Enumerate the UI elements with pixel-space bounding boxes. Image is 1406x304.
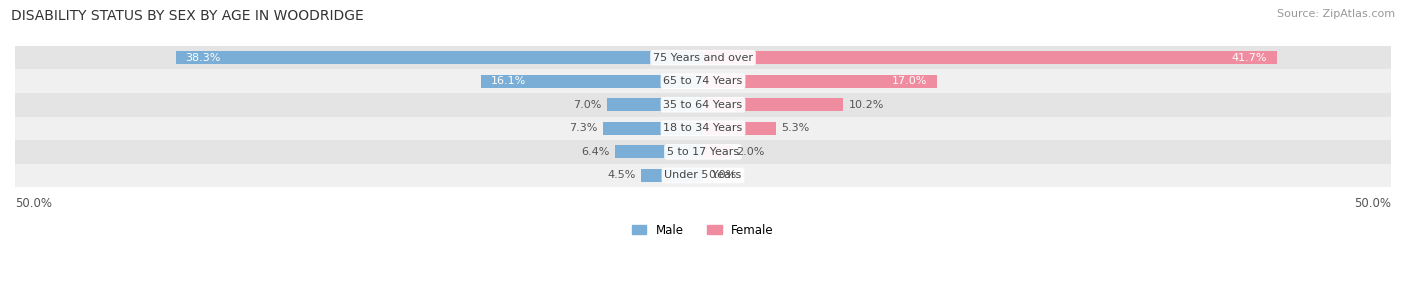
- Text: 75 Years and over: 75 Years and over: [652, 53, 754, 63]
- Bar: [15, 93, 1391, 116]
- Text: 6.4%: 6.4%: [581, 147, 609, 157]
- Bar: [15, 116, 1391, 140]
- Text: 41.7%: 41.7%: [1232, 53, 1267, 63]
- Bar: [15, 69, 1391, 93]
- Bar: [641, 169, 703, 182]
- Text: DISABILITY STATUS BY SEX BY AGE IN WOODRIDGE: DISABILITY STATUS BY SEX BY AGE IN WOODR…: [11, 9, 364, 23]
- Text: 65 to 74 Years: 65 to 74 Years: [664, 76, 742, 86]
- Text: 2.0%: 2.0%: [735, 147, 765, 157]
- Bar: [614, 145, 703, 158]
- Text: 5.3%: 5.3%: [782, 123, 810, 133]
- Text: Source: ZipAtlas.com: Source: ZipAtlas.com: [1277, 9, 1395, 19]
- Bar: [603, 122, 703, 135]
- Bar: [481, 75, 703, 88]
- Bar: [703, 75, 936, 88]
- Bar: [15, 164, 1391, 187]
- Text: 17.0%: 17.0%: [891, 76, 928, 86]
- Text: 16.1%: 16.1%: [491, 76, 526, 86]
- Bar: [703, 51, 1277, 64]
- Text: 50.0%: 50.0%: [15, 197, 52, 210]
- Bar: [606, 98, 703, 111]
- Text: 7.3%: 7.3%: [568, 123, 598, 133]
- Bar: [703, 122, 776, 135]
- Text: Under 5 Years: Under 5 Years: [665, 171, 741, 181]
- Text: 50.0%: 50.0%: [1354, 197, 1391, 210]
- Text: 5 to 17 Years: 5 to 17 Years: [666, 147, 740, 157]
- Text: 0.0%: 0.0%: [709, 171, 737, 181]
- Legend: Male, Female: Male, Female: [627, 219, 779, 241]
- Text: 10.2%: 10.2%: [849, 100, 884, 110]
- Text: 38.3%: 38.3%: [186, 53, 221, 63]
- Text: 18 to 34 Years: 18 to 34 Years: [664, 123, 742, 133]
- Text: 4.5%: 4.5%: [607, 171, 636, 181]
- Text: 35 to 64 Years: 35 to 64 Years: [664, 100, 742, 110]
- Bar: [703, 145, 731, 158]
- Bar: [15, 140, 1391, 164]
- Bar: [703, 98, 844, 111]
- Text: 7.0%: 7.0%: [572, 100, 602, 110]
- Bar: [176, 51, 703, 64]
- Bar: [15, 46, 1391, 69]
